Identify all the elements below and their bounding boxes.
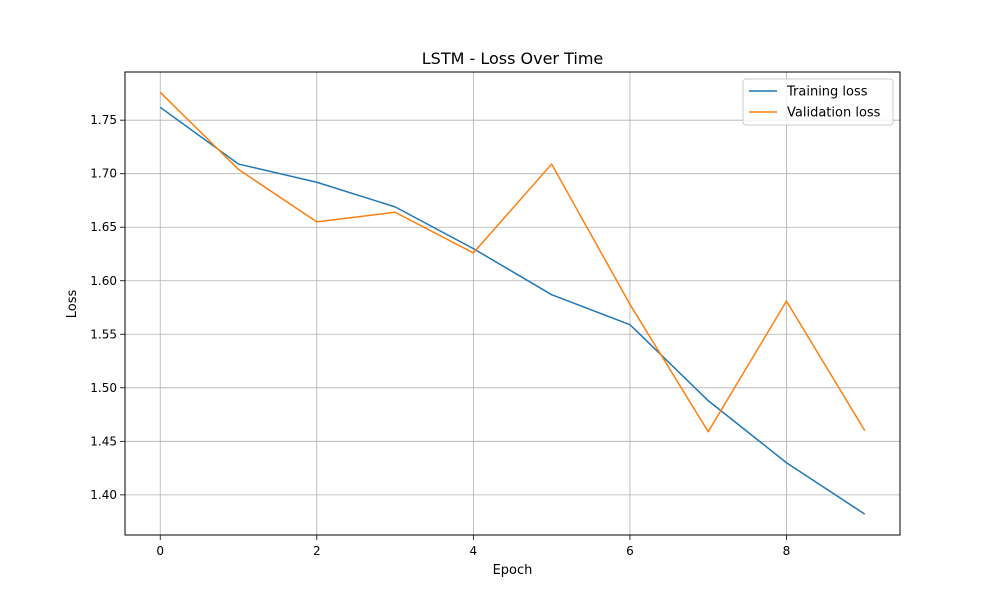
y-axis-label: Loss <box>65 290 80 319</box>
x-axis-label: Epoch <box>493 563 533 578</box>
x-tick-label: 6 <box>626 544 634 558</box>
y-tick-label: 1.45 <box>90 434 117 448</box>
legend-label-training-loss: Training loss <box>786 85 868 100</box>
x-tick-label: 2 <box>313 544 321 558</box>
plot-frame <box>124 71 901 536</box>
x-tick-label: 0 <box>156 544 164 558</box>
y-tick-label: 1.50 <box>90 381 117 395</box>
series-layer <box>159 91 866 515</box>
y-tick-label: 1.55 <box>90 327 117 341</box>
x-tick-label: 8 <box>783 544 791 558</box>
training-loss-line <box>159 106 866 515</box>
y-tick-label: 1.75 <box>90 113 117 127</box>
y-tick-label: 1.60 <box>90 274 117 288</box>
y-tick-label: 1.70 <box>90 167 117 181</box>
ticks-layer: 0 2 4 6 8 1.40 1.45 1.50 1.55 1.60 1.65 1.70 1.75 <box>90 113 790 558</box>
validation-loss-line <box>159 91 866 433</box>
y-tick-label: 1.40 <box>90 488 117 502</box>
y-tick-label: 1.65 <box>90 220 117 234</box>
chart-title: LSTM - Loss Over Time <box>422 49 604 68</box>
legend: Training loss Validation loss <box>742 78 894 126</box>
legend-label-validation-loss: Validation loss <box>787 106 881 121</box>
legend-box <box>742 78 894 126</box>
grid-layer <box>125 72 900 535</box>
x-tick-label: 4 <box>470 544 478 558</box>
